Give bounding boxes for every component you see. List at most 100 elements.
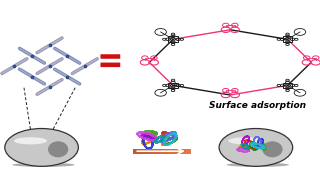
Bar	[157, 149, 159, 154]
Ellipse shape	[235, 137, 275, 157]
Bar	[174, 149, 176, 154]
Ellipse shape	[14, 137, 47, 144]
Bar	[136, 149, 137, 154]
Ellipse shape	[226, 132, 285, 162]
Text: Surface adsorption: Surface adsorption	[209, 101, 306, 110]
Bar	[162, 149, 163, 154]
Bar	[139, 149, 140, 154]
Ellipse shape	[11, 132, 72, 163]
Bar	[144, 149, 146, 154]
Ellipse shape	[245, 142, 264, 151]
Ellipse shape	[233, 136, 278, 159]
Ellipse shape	[28, 141, 52, 153]
FancyBboxPatch shape	[100, 63, 120, 67]
Bar	[148, 149, 150, 154]
Ellipse shape	[13, 133, 69, 162]
Ellipse shape	[35, 144, 45, 149]
Bar	[172, 149, 173, 154]
Bar	[182, 149, 183, 154]
Ellipse shape	[228, 137, 261, 144]
Ellipse shape	[231, 135, 279, 159]
Bar	[283, 83, 292, 88]
Ellipse shape	[239, 139, 271, 155]
Bar	[183, 149, 185, 154]
Bar	[164, 149, 166, 154]
Bar	[283, 36, 292, 42]
Bar	[168, 83, 178, 88]
Bar	[163, 149, 165, 154]
Bar	[179, 149, 180, 154]
Ellipse shape	[234, 136, 276, 158]
Ellipse shape	[34, 143, 46, 150]
Bar	[168, 36, 178, 42]
Ellipse shape	[236, 137, 274, 156]
Ellipse shape	[22, 137, 59, 156]
Bar	[150, 149, 152, 154]
Ellipse shape	[21, 137, 60, 157]
Bar	[189, 149, 191, 154]
Ellipse shape	[227, 163, 289, 167]
Ellipse shape	[5, 129, 78, 166]
Ellipse shape	[14, 133, 68, 161]
Ellipse shape	[222, 130, 289, 164]
Ellipse shape	[31, 142, 49, 151]
Bar	[176, 149, 178, 154]
Ellipse shape	[12, 132, 70, 162]
Ellipse shape	[17, 135, 65, 159]
FancyArrowPatch shape	[137, 149, 183, 154]
Bar	[137, 149, 139, 154]
Ellipse shape	[20, 136, 62, 158]
Ellipse shape	[249, 144, 259, 149]
Ellipse shape	[9, 131, 73, 164]
Bar	[151, 149, 153, 154]
Ellipse shape	[262, 141, 283, 157]
Ellipse shape	[238, 138, 272, 156]
Bar	[173, 149, 175, 154]
Ellipse shape	[243, 141, 267, 153]
Ellipse shape	[25, 139, 56, 155]
Bar	[188, 149, 189, 154]
Ellipse shape	[244, 141, 265, 152]
Bar	[186, 149, 188, 154]
Bar	[143, 149, 145, 154]
Ellipse shape	[26, 139, 55, 154]
Ellipse shape	[7, 129, 76, 165]
Bar	[146, 149, 148, 154]
Ellipse shape	[219, 129, 293, 166]
Ellipse shape	[225, 132, 286, 163]
Bar	[141, 149, 143, 154]
Ellipse shape	[251, 145, 258, 149]
Ellipse shape	[30, 141, 51, 152]
Bar	[166, 149, 168, 154]
Ellipse shape	[23, 138, 58, 156]
FancyBboxPatch shape	[100, 54, 120, 59]
Bar	[154, 149, 156, 154]
Ellipse shape	[242, 140, 268, 153]
Ellipse shape	[248, 143, 261, 150]
Ellipse shape	[229, 133, 282, 161]
Bar	[133, 149, 134, 154]
Ellipse shape	[48, 141, 68, 157]
Ellipse shape	[8, 130, 75, 164]
Ellipse shape	[5, 129, 77, 166]
Ellipse shape	[36, 145, 44, 149]
Bar	[140, 149, 142, 154]
Bar	[185, 149, 186, 154]
Ellipse shape	[18, 136, 63, 159]
Bar	[159, 149, 160, 154]
Bar	[156, 149, 157, 154]
Ellipse shape	[27, 140, 53, 153]
Ellipse shape	[240, 139, 269, 154]
Ellipse shape	[220, 129, 292, 166]
Ellipse shape	[224, 131, 288, 164]
Ellipse shape	[228, 133, 284, 162]
Ellipse shape	[12, 163, 75, 167]
Ellipse shape	[247, 143, 262, 151]
Bar	[180, 149, 182, 154]
Bar	[134, 149, 136, 154]
Bar	[153, 149, 155, 154]
Bar	[167, 149, 169, 154]
Ellipse shape	[16, 134, 66, 160]
Ellipse shape	[230, 134, 281, 160]
Bar	[177, 149, 179, 154]
